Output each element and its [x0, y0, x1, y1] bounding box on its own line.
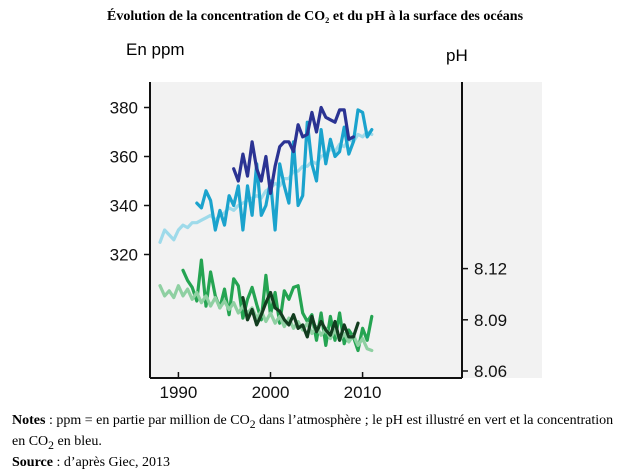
- notes-label: Notes: [12, 413, 46, 428]
- right-tick-label: 8.06: [474, 362, 507, 381]
- source-text: : d’après Giec, 2013: [52, 454, 170, 470]
- right-axis-unit-label: pH: [446, 46, 468, 65]
- series-line-co2-dark-2: [232, 105, 355, 195]
- right-tick-label: 8.09: [474, 311, 507, 330]
- left-tick-label: 340: [110, 197, 138, 216]
- notes-text-suffix: en bleu.: [54, 433, 102, 449]
- left-tick-label: 320: [110, 246, 138, 265]
- notes-text-mid: dans l’atmosphère ; le pH est illustré e…: [12, 413, 614, 449]
- chart-title: Évolution de la concentration de CO₂ et …: [106, 9, 524, 24]
- notes-text-prefix: : ppm = en partie par million de CO: [45, 413, 250, 428]
- series-line-ph-dark-5: [241, 290, 360, 342]
- right-tick-label: 8.12: [474, 260, 507, 279]
- x-tick-label: 1990: [160, 383, 198, 402]
- x-tick-label: 2000: [252, 383, 290, 402]
- series-line-co2-mid-1: [195, 108, 374, 232]
- x-tick-label: 2010: [344, 383, 382, 402]
- left-tick-label: 380: [110, 99, 138, 118]
- notes-subscript-1: 2: [249, 417, 256, 431]
- source-label: Source: [12, 454, 53, 470]
- chart-notes: Notes : ppm = en partie par million de C…: [12, 412, 622, 471]
- left-axis-unit-label: En ppm: [126, 40, 185, 59]
- left-tick-label: 360: [110, 148, 138, 167]
- series-line-co2-light-0: [158, 130, 374, 244]
- notes-subscript-2: 2: [48, 438, 54, 452]
- chart-svg: 320 340 360 380 8.12 8.09 8.06 1990 2000 2010: [110, 82, 542, 402]
